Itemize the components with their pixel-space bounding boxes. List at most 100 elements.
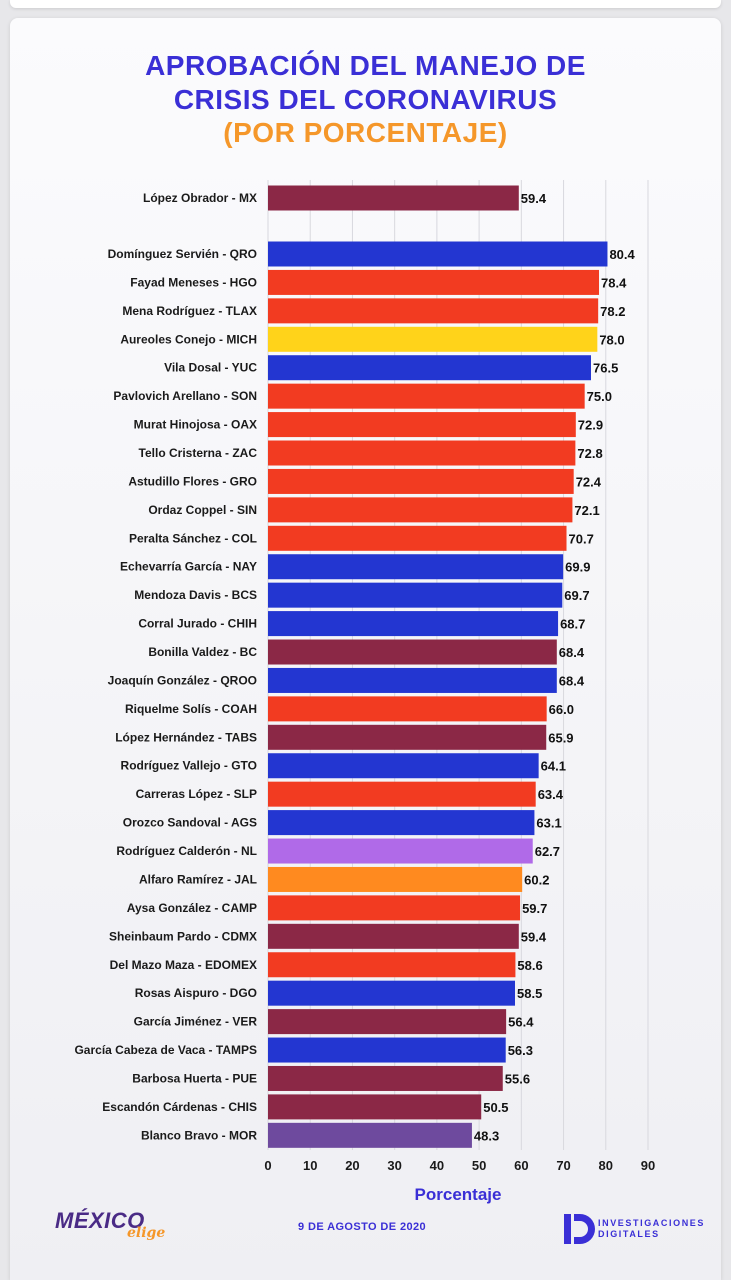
value-label-3: 78.2: [600, 304, 625, 319]
value-label-9: 72.4: [576, 474, 602, 489]
bar-25: [268, 923, 519, 949]
bar-27: [268, 980, 515, 1006]
value-label-12: 69.9: [565, 560, 590, 575]
category-label-4: Aureoles Conejo - MICH: [120, 332, 257, 346]
bar-10: [268, 497, 573, 523]
x-tick-label-30: 30: [387, 1158, 401, 1173]
bar-30: [268, 1065, 503, 1091]
value-label-1: 80.4: [609, 247, 635, 262]
x-tick-label-40: 40: [430, 1158, 444, 1173]
logo-text-line-1: INVESTIGACIONES: [598, 1218, 706, 1228]
category-label-9: Astudillo Flores - GRO: [128, 474, 257, 488]
bar-16: [268, 667, 557, 693]
category-label-25: Sheinbaum Pardo - CDMX: [109, 929, 257, 943]
bar-4: [268, 326, 598, 352]
category-label-15: Bonilla Valdez - BC: [148, 645, 257, 659]
bar-0: [268, 185, 519, 211]
category-label-8: Tello Cristerna - ZAC: [139, 446, 258, 460]
bar-5: [268, 355, 591, 381]
x-axis-label: Porcentaje: [415, 1185, 502, 1204]
value-label-7: 72.9: [578, 418, 603, 433]
category-label-26: Del Mazo Maza - EDOMEX: [110, 958, 257, 972]
value-label-23: 60.2: [524, 872, 549, 887]
category-label-11: Peralta Sánchez - COL: [129, 531, 257, 545]
category-label-24: Aysa González - CAMP: [127, 901, 257, 915]
category-label-18: López Hernández - TABS: [115, 730, 257, 744]
value-label-27: 58.5: [517, 986, 542, 1001]
x-tick-label-90: 90: [641, 1158, 655, 1173]
bar-13: [268, 582, 563, 608]
x-tick-label-10: 10: [303, 1158, 317, 1173]
category-label-32: Blanco Bravo - MOR: [141, 1128, 257, 1142]
category-label-21: Orozco Sandoval - AGS: [123, 816, 257, 830]
logo-text-line-2: DIGITALES: [598, 1229, 660, 1239]
value-label-19: 64.1: [541, 759, 566, 774]
value-label-30: 55.6: [505, 1071, 530, 1086]
bar-17: [268, 696, 547, 722]
value-label-29: 56.3: [508, 1043, 533, 1058]
bar-8: [268, 440, 576, 466]
value-label-15: 68.4: [559, 645, 585, 660]
bar-26: [268, 952, 516, 978]
value-label-0: 59.4: [521, 191, 547, 206]
category-label-5: Vila Dosal - YUC: [164, 361, 257, 375]
value-label-22: 62.7: [535, 844, 560, 859]
bar-20: [268, 781, 536, 807]
value-label-28: 56.4: [508, 1015, 534, 1030]
value-label-24: 59.7: [522, 901, 547, 916]
previous-card-edge: [10, 0, 721, 8]
value-label-10: 72.1: [574, 503, 599, 518]
category-label-10: Ordaz Coppel - SIN: [148, 503, 257, 517]
bar-14: [268, 611, 559, 637]
bar-2: [268, 269, 600, 295]
bar-32: [268, 1122, 472, 1148]
category-label-6: Pavlovich Arellano - SON: [113, 389, 257, 403]
value-label-13: 69.7: [564, 588, 589, 603]
value-label-2: 78.4: [601, 275, 627, 290]
value-label-4: 78.0: [599, 332, 624, 347]
value-label-25: 59.4: [521, 929, 547, 944]
category-label-19: Rodríguez Vallejo - GTO: [121, 759, 257, 773]
value-label-18: 65.9: [548, 730, 573, 745]
investigaciones-digitales-logo-text: INVESTIGACIONES DIGITALES: [598, 1218, 705, 1240]
bar-1: [268, 241, 608, 267]
bar-21: [268, 810, 535, 836]
category-label-7: Murat Hinojosa - OAX: [134, 418, 257, 432]
bar-23: [268, 866, 523, 892]
bar-29: [268, 1037, 506, 1063]
bar-3: [268, 298, 599, 324]
category-label-12: Echevarría García - NAY: [120, 560, 257, 574]
investigaciones-digitales-logo-icon: [564, 1214, 595, 1244]
category-label-17: Riquelme Solís - COAH: [125, 702, 257, 716]
category-label-30: Barbosa Huerta - PUE: [132, 1071, 257, 1085]
value-label-31: 50.5: [483, 1100, 508, 1115]
value-label-8: 72.8: [577, 446, 602, 461]
chart-subtitle: (POR PORCENTAJE): [223, 117, 508, 148]
chart-title-line-1: APROBACIÓN DEL MANEJO DE: [145, 50, 586, 81]
value-label-17: 66.0: [549, 702, 574, 717]
mexico-elige-logo: MÉXICO: [55, 1208, 145, 1233]
chart-title-line-2: CRISIS DEL CORONAVIRUS: [173, 84, 558, 115]
bar-22: [268, 838, 533, 864]
value-label-32: 48.3: [474, 1128, 499, 1143]
x-tick-label-50: 50: [472, 1158, 486, 1173]
category-label-14: Corral Jurado - CHIH: [138, 617, 257, 631]
bar-chart: López Obrador - MX 59.4 Domínguez Servién …: [74, 180, 655, 1204]
publication-date: 9 DE AGOSTO DE 2020: [298, 1221, 427, 1233]
category-label-0: López Obrador - MX: [143, 191, 257, 205]
x-tick-label-70: 70: [556, 1158, 570, 1173]
category-label-3: Mena Rodríguez - TLAX: [122, 304, 257, 318]
x-tick-label-0: 0: [264, 1158, 271, 1173]
value-label-21: 63.1: [536, 816, 561, 831]
value-label-16: 68.4: [559, 673, 585, 688]
bar-28: [268, 1009, 507, 1035]
bar-19: [268, 753, 539, 779]
value-label-14: 68.7: [560, 617, 585, 632]
category-label-28: García Jiménez - VER: [134, 1015, 258, 1029]
value-label-26: 58.6: [517, 958, 542, 973]
value-label-6: 75.0: [587, 389, 612, 404]
bar-7: [268, 412, 576, 438]
value-label-11: 70.7: [569, 531, 594, 546]
bar-12: [268, 554, 564, 580]
category-label-16: Joaquín González - QROO: [108, 673, 257, 687]
